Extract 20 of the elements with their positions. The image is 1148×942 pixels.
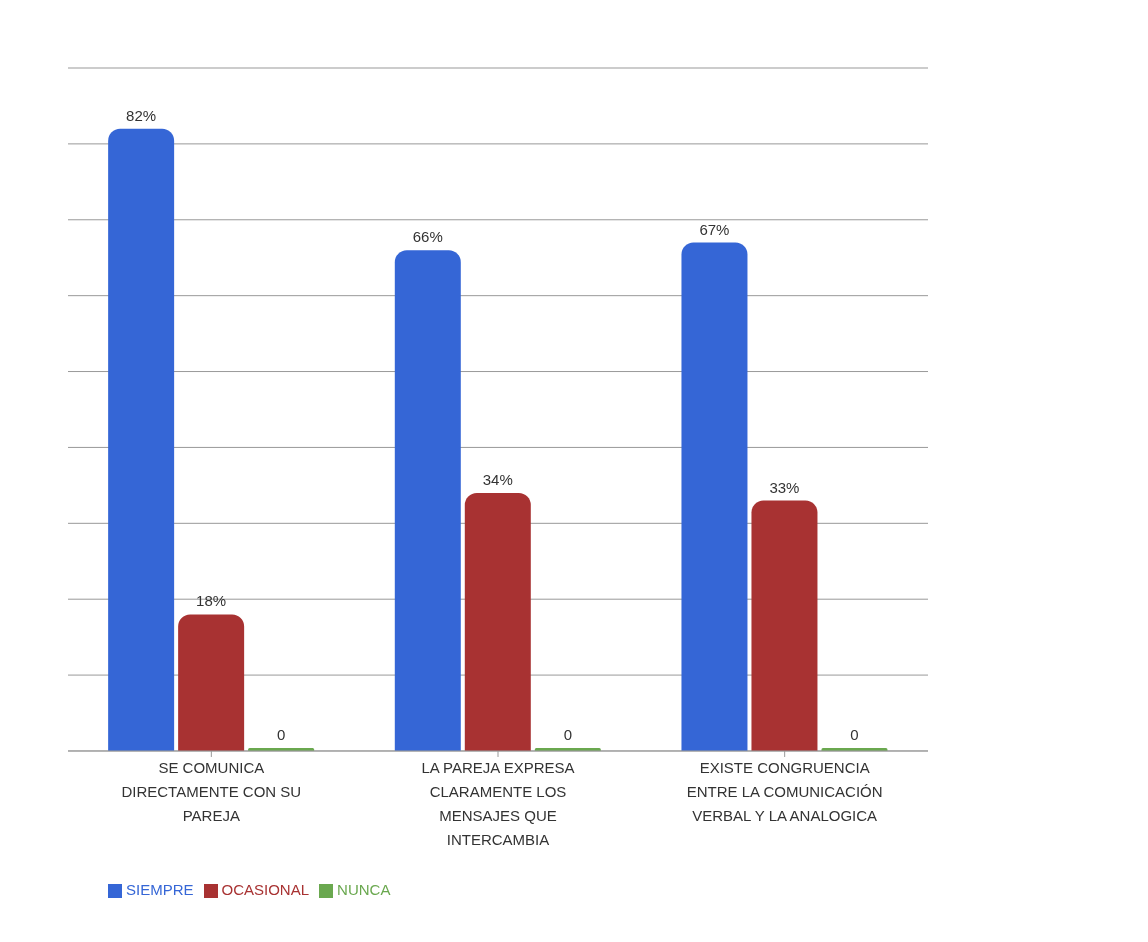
- data-label: 82%: [126, 106, 157, 124]
- data-label: 34%: [482, 470, 513, 488]
- bar: [464, 492, 531, 751]
- x-tick-label: EXISTE CONGRUENCIA ENTRE LA COMUNICACIÓN VERBAL Y LA ANALOGICA: [686, 758, 883, 824]
- legend-label: NUNCA: [337, 880, 391, 898]
- bar: [394, 250, 461, 751]
- data-label: 66%: [412, 228, 443, 246]
- data-label: 18%: [196, 592, 227, 610]
- data-label: 0: [850, 725, 859, 743]
- data-label: 67%: [699, 220, 730, 238]
- bar: [751, 500, 818, 751]
- x-tick-label: LA PAREJA EXPRESA CLARAMENTE LOS MENSAJES QUE INTERCAMBIA: [421, 758, 575, 848]
- x-tick-label: SE COMUNICA DIRECTAMENTE CON SU PAREJA: [121, 758, 302, 824]
- data-label: 0: [563, 725, 572, 743]
- bar: [681, 242, 748, 751]
- legend-label: SIEMPRE: [126, 880, 194, 898]
- data-label: 33%: [769, 478, 800, 496]
- bar: [108, 128, 175, 751]
- legend-label: OCASIONAL: [221, 880, 310, 898]
- data-label: 0: [276, 725, 286, 743]
